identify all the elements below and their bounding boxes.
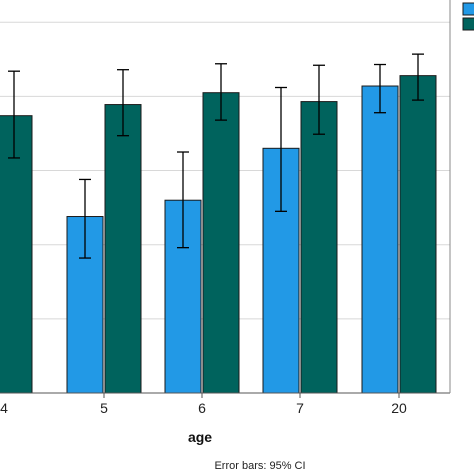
bars-layer <box>0 75 437 394</box>
x-tick-label: 5 <box>100 400 108 416</box>
error-bars-layer <box>8 53 424 259</box>
x-tick-label: 4 <box>0 400 8 416</box>
legend <box>462 2 474 31</box>
error-bars-note: Error bars: 95% CI <box>214 460 305 472</box>
x-tick-label: 7 <box>296 400 304 416</box>
bar <box>300 101 338 394</box>
bar <box>202 92 240 394</box>
bar <box>361 85 399 394</box>
bar <box>399 75 437 394</box>
axis-layer: 4 5 6 7 20 <box>0 0 451 416</box>
x-tick-label: 20 <box>391 400 407 416</box>
bar <box>104 104 142 394</box>
legend-swatch-series-a <box>462 2 474 16</box>
x-tick-label: 6 <box>198 400 206 416</box>
x-axis-label: age <box>188 429 212 445</box>
legend-swatch-series-b <box>462 17 474 31</box>
bar <box>0 115 33 394</box>
